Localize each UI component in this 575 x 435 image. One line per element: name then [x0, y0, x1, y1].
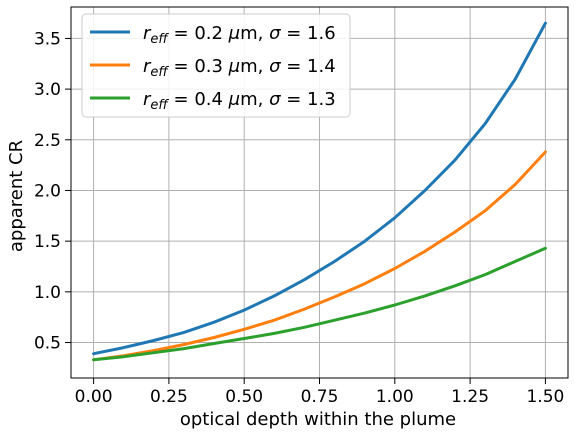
series-line-2	[92, 150, 547, 362]
series-line-3	[92, 246, 547, 362]
legend-entry-1: reff = 0.2 μm, σ = 1.6	[90, 23, 336, 47]
x-tick-label: 0.25	[150, 387, 188, 407]
x-tick-label: 1.25	[451, 387, 489, 407]
y-axis-label: apparent CR	[6, 140, 27, 252]
y-tick-label: 3.0	[34, 80, 61, 100]
legend-entry-3: reff = 0.4 μm, σ = 1.3	[90, 89, 336, 113]
legend-box	[81, 13, 351, 118]
x-tick-label: 1.00	[376, 387, 414, 407]
legend-label-2: reff = 0.3 μm, σ = 1.4	[143, 56, 336, 80]
x-tick-label: 0.50	[225, 387, 263, 407]
y-tick-label: 1.0	[34, 283, 61, 303]
y-axis-ticks: 0.5 1.0 1.5 2.0 2.5 3.0 3.5	[34, 29, 71, 354]
x-axis-label: optical depth within the plume	[180, 409, 456, 430]
series-line-1	[92, 21, 547, 356]
y-tick-label: 1.5	[34, 232, 61, 252]
y-tick-label: 2.0	[34, 181, 61, 201]
series-lines	[92, 21, 547, 362]
legend: reff = 0.2 μm, σ = 1.6 reff = 0.3 μm, σ …	[81, 13, 351, 118]
x-tick-label: 1.50	[526, 387, 564, 407]
y-tick-label: 3.5	[34, 29, 61, 49]
legend-label-1: reff = 0.2 μm, σ = 1.6	[143, 23, 336, 47]
y-tick-label: 0.5	[34, 334, 61, 354]
x-axis-ticks: 0.00 0.25 0.50 0.75 1.00 1.25 1.50	[75, 378, 564, 407]
y-tick-label: 2.5	[34, 131, 61, 151]
legend-label-3: reff = 0.4 μm, σ = 1.3	[143, 89, 336, 113]
x-tick-label: 0.00	[75, 387, 113, 407]
legend-entry-2: reff = 0.3 μm, σ = 1.4	[90, 56, 336, 80]
x-tick-label: 0.75	[301, 387, 339, 407]
